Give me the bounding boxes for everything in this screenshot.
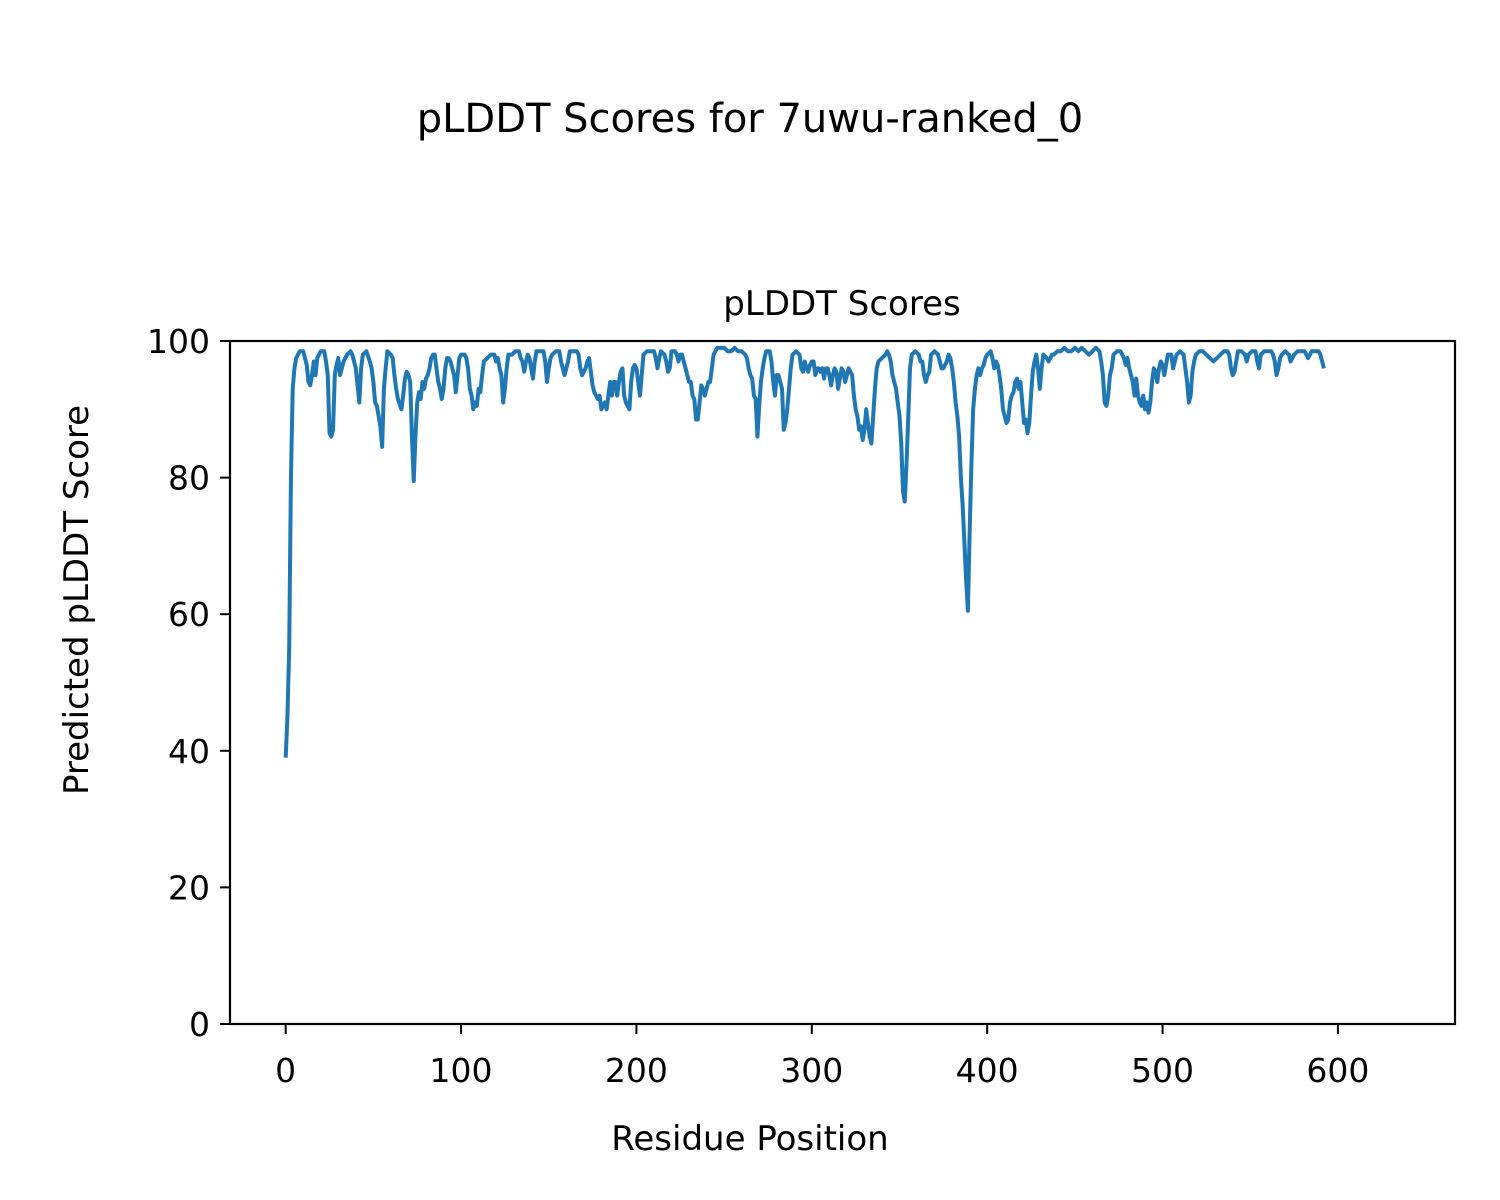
chart-title: pLDDT Scores [723,284,960,324]
x-tick-label: 0 [275,1051,296,1090]
x-tick-label: 600 [1306,1051,1369,1090]
x-tick-label: 100 [430,1051,493,1090]
x-tick-label: 300 [780,1051,843,1090]
y-tick-label: 80 [168,459,210,498]
y-tick-label: 0 [189,1005,210,1044]
x-axis-label: Residue Position [611,1119,888,1159]
y-tick-label: 100 [147,322,210,361]
line-layer [283,345,1326,758]
y-tick-label: 40 [168,732,210,771]
plot-area [228,339,1457,1026]
axes-frame [228,339,1457,1026]
y-axis: 0 20 40 60 80 100 [147,322,230,1044]
y-axis-label: Predicted pLDDT Score [57,405,97,795]
x-axis: 0 100 200 300 400 500 600 [275,1024,1369,1090]
figure-suptitle: pLDDT Scores for 7uwu-ranked_0 [417,96,1084,142]
y-tick-label: 20 [168,868,210,907]
x-tick-label: 200 [605,1051,668,1090]
y-tick-label: 60 [168,595,210,634]
x-tick-label: 400 [956,1051,1019,1090]
x-tick-label: 500 [1131,1051,1194,1090]
series-line-0 [283,345,1326,758]
